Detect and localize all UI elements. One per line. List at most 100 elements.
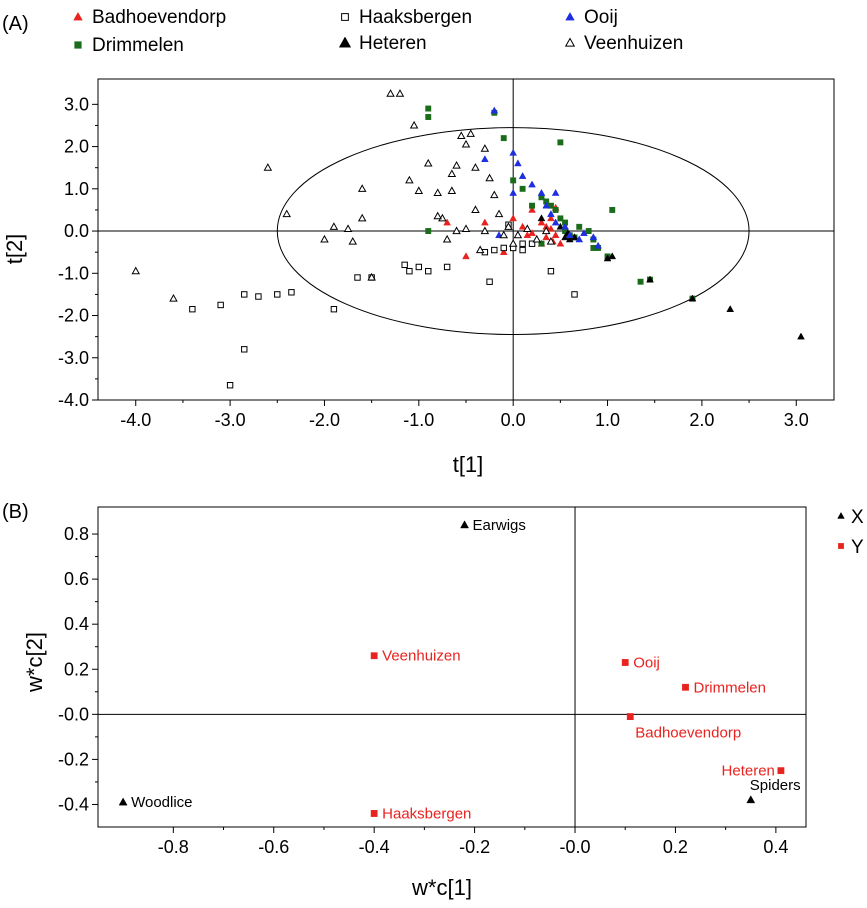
- legend-marker: [565, 11, 575, 21]
- legend-item-x: X: [837, 507, 864, 528]
- data-point: [414, 186, 424, 194]
- series-heteren: [537, 214, 805, 340]
- panel-a-ylabel: t[2]: [2, 234, 27, 265]
- x-tick-label: 0.4: [763, 837, 788, 857]
- y-tick-label: -0.4: [58, 794, 89, 814]
- data-point: [547, 224, 555, 232]
- series-y: Veenhuizen Haaksbergen Ooij Drimmelen Badhoe…: [370, 648, 785, 822]
- data-point: [529, 202, 536, 209]
- data-point: [494, 209, 504, 218]
- data-point: [433, 211, 442, 220]
- data-point: [552, 206, 559, 213]
- data-point: [537, 218, 546, 226]
- point-label: Veenhuizen: [382, 648, 460, 665]
- data-point: [481, 155, 489, 163]
- data-point: [357, 184, 367, 192]
- data-point: [461, 224, 471, 232]
- data-point: [576, 223, 583, 230]
- x-tick-label: -0.8: [158, 837, 189, 857]
- data-point: [241, 291, 248, 298]
- y-tick-label: 0.4: [64, 614, 89, 634]
- data-point: [519, 246, 526, 254]
- y-tick-label: -0.0: [58, 704, 89, 724]
- data-point: [409, 120, 419, 129]
- data-point: [561, 222, 569, 230]
- x-tick-label: -1.0: [403, 410, 434, 430]
- data-point: [504, 222, 513, 230]
- data-point: [797, 332, 805, 340]
- data-point: [406, 267, 413, 275]
- legend-label: Heteren: [359, 33, 427, 54]
- data-point: [537, 188, 546, 196]
- data-point: [386, 89, 395, 97]
- data-point: [481, 218, 489, 226]
- data-point: [452, 160, 461, 169]
- x-tick-label: -0.0: [560, 837, 591, 857]
- data-point: [528, 240, 536, 247]
- data-point: [330, 305, 338, 313]
- data-point: [457, 131, 466, 140]
- data-point: [519, 185, 526, 192]
- data-point: [537, 214, 546, 222]
- data-point: [746, 795, 756, 804]
- panel-b-plot-area: -0.8 -0.6 -0.4 -0.2 -0.0 0.2 0.4 -0.4 -0.2 -0.0 0.…: [58, 506, 807, 857]
- data-point: [542, 233, 551, 241]
- legend-item-drimmelen: Drimmelen: [74, 35, 184, 56]
- data-point: [401, 261, 408, 269]
- data-point: [415, 263, 423, 271]
- data-point: [217, 301, 224, 309]
- data-point: [542, 201, 551, 209]
- x-tick-label: 0.0: [501, 410, 526, 430]
- point-label: Ooij: [633, 654, 660, 671]
- panel-b-legend: XY: [837, 507, 864, 558]
- data-point: [433, 188, 442, 197]
- data-point: [282, 209, 291, 218]
- data-point: [118, 797, 128, 806]
- data-point: [646, 275, 654, 283]
- legend-item-haaksbergen: Haaksbergen: [341, 7, 472, 28]
- data-point: [608, 252, 617, 260]
- data-point: [348, 236, 358, 245]
- data-point: [575, 235, 584, 243]
- data-point: [471, 205, 480, 213]
- data-point: [423, 158, 433, 167]
- y-tick-label: -1.0: [58, 263, 89, 283]
- data-point: [491, 246, 498, 254]
- legend-label: Y: [851, 537, 864, 558]
- data-point: [367, 272, 376, 281]
- data-point: [547, 267, 555, 275]
- data-point: [538, 240, 545, 247]
- legend-marker: [73, 11, 83, 21]
- data-point: [395, 89, 405, 97]
- panel-a-legend: Badhoevendorp Drimmelen Haaksbergen Heteren…: [73, 7, 683, 56]
- data-point: [621, 659, 629, 666]
- x-tick-label: -4.0: [120, 410, 151, 430]
- data-point: [443, 218, 451, 226]
- x-tick-label: -3.0: [215, 410, 246, 430]
- data-point: [546, 236, 556, 245]
- y-tick-label: 0.6: [64, 569, 89, 589]
- data-point: [189, 305, 196, 313]
- legend-label: Haaksbergen: [359, 7, 472, 28]
- data-point: [425, 228, 432, 235]
- x-tick-label: 3.0: [784, 410, 809, 430]
- data-point: [486, 278, 493, 285]
- legend-marker: [564, 37, 576, 47]
- data-point: [425, 105, 432, 112]
- legend-marker: [837, 511, 845, 519]
- point-label: Haaksbergen: [382, 805, 471, 822]
- data-point: [518, 222, 527, 230]
- data-point: [541, 226, 551, 235]
- x-tick-label: -0.2: [459, 837, 490, 857]
- x-tick-label: 1.0: [595, 410, 620, 430]
- data-point: [500, 244, 507, 252]
- y-tick-label: -0.2: [58, 749, 89, 769]
- legend-item-badhoevendorp: Badhoevendorp: [73, 7, 226, 28]
- data-point: [528, 180, 536, 188]
- series-drimmelen: [425, 105, 696, 302]
- legend-label: Badhoevendorp: [92, 7, 226, 28]
- legend-item-veenhuizen: Veenhuizen: [564, 33, 683, 54]
- data-point: [447, 169, 457, 178]
- data-point: [509, 148, 518, 156]
- data-point: [547, 210, 555, 217]
